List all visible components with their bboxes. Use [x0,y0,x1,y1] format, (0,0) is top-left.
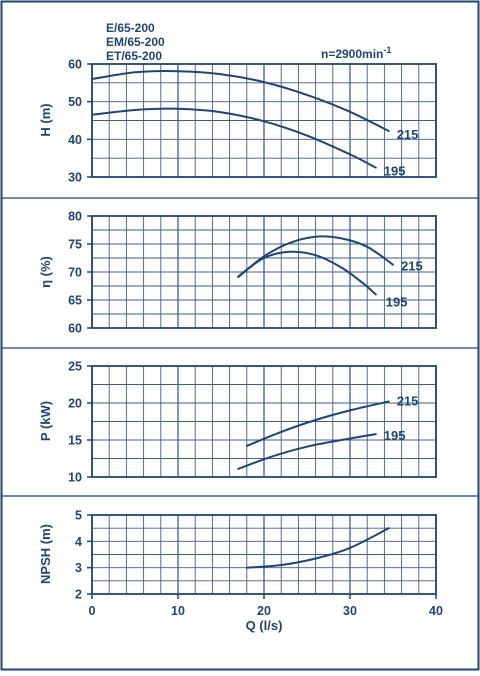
curve-label-215: 215 [401,259,423,274]
curve-215 [245,400,390,447]
y-tick-label: 10 [68,471,82,485]
y-ticks: 2 3 4 5 [75,509,92,602]
x-tick-label: 20 [257,604,271,618]
curve-195 [237,433,377,470]
curve-npsh [245,527,390,569]
y-tick-label: 15 [68,434,82,448]
y-tick-label: 40 [68,133,82,147]
y-tick-label: 4 [75,535,82,549]
x-tick-label: 40 [429,604,443,618]
grid-lines [91,365,437,478]
curve-215 [91,70,390,132]
speed-label: n=2900min-1 [321,45,391,61]
x-tick-label: 0 [89,604,96,618]
curve-195 [91,107,377,169]
model-label-1: E/65-200 [106,21,155,35]
grid-lines [91,514,437,595]
curve-label-215: 215 [397,127,419,142]
y-ticks: 30 40 50 60 [68,58,92,185]
y-tick-label: 5 [75,509,82,523]
grid-lines [91,215,437,329]
curve-label-215: 215 [397,394,419,409]
y-tick-label: 65 [68,294,82,308]
panel-4: 2 3 4 5 NPSH (m) 0 10 20 30 40 Q (l/s) [38,509,443,634]
x-axis-label: Q (l/s) [246,618,283,633]
plot-border [91,63,437,178]
panel-1: 30 40 50 60 H (m) 215 195 [38,58,437,185]
y-tick-label: 25 [68,360,82,374]
y-ticks: 10 15 20 25 [68,360,92,485]
y-tick-label: 70 [68,266,82,280]
x-tick-label: 10 [171,604,185,618]
model-label-2: EM/65-200 [106,35,165,49]
y-axis-label: NPSH (m) [38,524,53,584]
y-tick-label: 80 [68,210,82,224]
panel-3: 10 15 20 25 P (kW) 215 195 [38,360,437,485]
header-block: E/65-200 EM/65-200 ET/65-200 n=2900min-1 [106,21,391,63]
y-tick-label: 20 [68,397,82,411]
model-label-3: ET/65-200 [106,49,162,63]
y-tick-label: 75 [68,238,82,252]
y-tick-label: 50 [68,95,82,109]
speed-label-text: n=2900min [321,47,383,61]
curve-215 [237,235,394,278]
curve-label-195: 195 [384,164,406,179]
y-ticks: 60 65 70 75 80 [68,210,92,336]
y-tick-label: 60 [68,58,82,72]
y-tick-label: 3 [75,561,82,575]
y-axis-label: P (kW) [38,401,53,441]
y-tick-label: 60 [68,322,82,336]
curve-195 [237,250,377,296]
x-tick-label: 30 [343,604,357,618]
plot-border [91,365,437,478]
y-axis-label: H (m) [38,103,53,136]
y-tick-label: 2 [75,588,82,602]
y-axis-label: η (%) [38,256,53,288]
speed-label-exponent: -1 [383,45,391,55]
panel-2: 60 65 70 75 80 η (%) 215 195 [38,210,437,336]
y-tick-label: 30 [68,171,82,185]
x-ticks: 0 10 20 30 40 [89,594,443,618]
curve-label-195: 195 [384,428,406,443]
curve-label-195: 195 [386,294,408,309]
